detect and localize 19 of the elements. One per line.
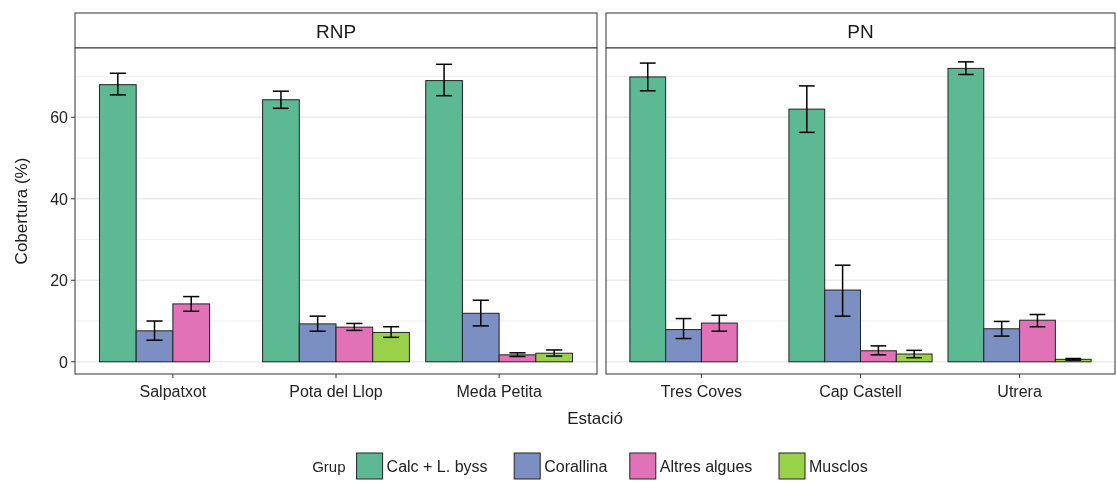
y-axis-title: Cobertura (%) [12, 157, 31, 265]
x-axis-title: Estació [567, 409, 623, 428]
x-tick-label: Pota del Llop [289, 383, 383, 400]
x-tick-label: Cap Castell [819, 383, 902, 400]
x-tick-label: Tres Coves [660, 383, 743, 400]
legend-label: Calc + L. byss [386, 458, 488, 475]
legend-label: Musclos [809, 458, 868, 475]
legend-label: Corallina [544, 458, 608, 475]
chart-title: RNP [315, 20, 357, 42]
y-tick-label: 40 [50, 190, 69, 208]
x-tick-label: Utrera [997, 383, 1042, 400]
y-tick-label: 60 [50, 109, 69, 127]
y-tick-label: 0 [59, 353, 69, 371]
x-tick-label: Salpatxot [139, 383, 207, 400]
x-tick-label: Meda Petita [456, 383, 542, 400]
y-tick-label: 20 [50, 272, 69, 290]
legend-title: Grup [312, 458, 346, 475]
chart-title: PN [847, 20, 874, 42]
legend-label: Altres algues [659, 458, 753, 475]
